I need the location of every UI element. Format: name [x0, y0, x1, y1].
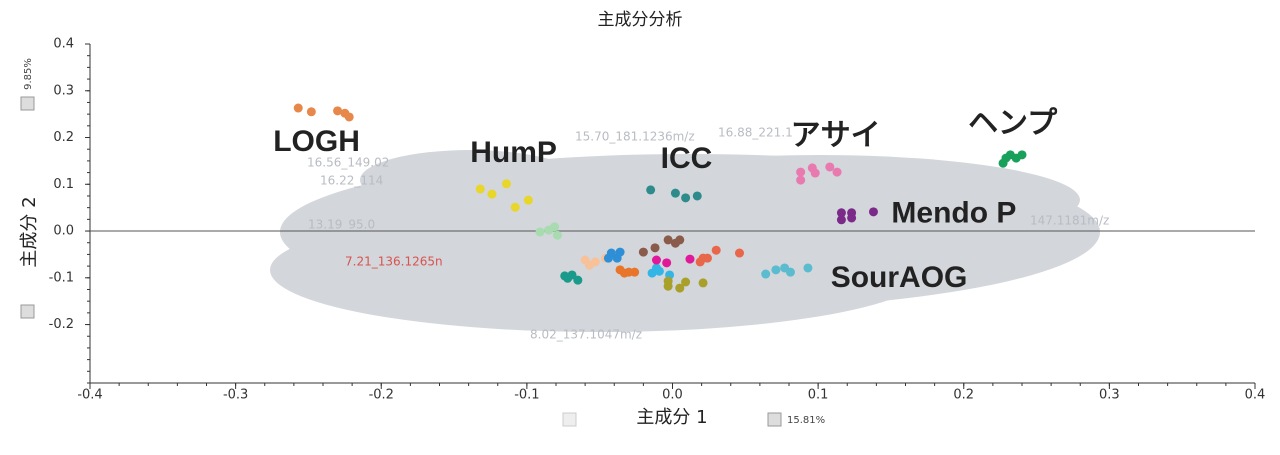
- group-label: ヘンプ: [968, 107, 1058, 140]
- y-tick-label: -0.1: [49, 270, 74, 285]
- point: [825, 162, 835, 172]
- point: [681, 277, 691, 287]
- point: [552, 230, 562, 240]
- group-label: LOGH: [273, 125, 360, 158]
- x-tick-label: -0.4: [77, 388, 102, 403]
- group-label: ICC: [661, 142, 713, 175]
- loading-cloud: [270, 150, 1100, 332]
- point: [1001, 153, 1011, 163]
- y-tick-label: 0.1: [53, 177, 74, 192]
- point: [333, 106, 343, 116]
- x-variance: 15.81%: [787, 415, 825, 426]
- point: [681, 193, 691, 203]
- point: [810, 168, 820, 178]
- point: [1017, 150, 1027, 160]
- loading-label: 147.1181m/z: [1030, 214, 1109, 228]
- point: [670, 188, 680, 198]
- point: [510, 202, 520, 212]
- point: [734, 248, 744, 258]
- point: [306, 107, 316, 117]
- point: [646, 185, 656, 195]
- x-tick-label: -0.3: [223, 388, 248, 403]
- scroll-button[interactable]: [767, 412, 782, 427]
- point: [675, 235, 685, 245]
- point: [785, 267, 795, 277]
- point: [847, 213, 857, 223]
- point: [836, 215, 846, 225]
- point: [630, 267, 640, 277]
- x-tick-label: -0.2: [369, 388, 394, 403]
- loading-label: 16.22_114: [320, 174, 383, 188]
- y-tick-label: 0.4: [53, 37, 74, 52]
- point: [836, 208, 846, 218]
- cloud: [560, 155, 1080, 245]
- point: [544, 225, 554, 235]
- y-tick-label: 0.0: [53, 224, 74, 239]
- point: [475, 184, 485, 194]
- point: [563, 273, 573, 283]
- point: [573, 275, 583, 285]
- point: [796, 175, 806, 185]
- point: [293, 103, 303, 113]
- point: [651, 263, 661, 273]
- point: [584, 260, 594, 270]
- loading-label: 16.56_149.02: [307, 156, 389, 170]
- loading-label: 7.21_136.1265n: [345, 255, 443, 269]
- point: [868, 207, 878, 217]
- point: [663, 276, 673, 286]
- scroll-button[interactable]: [20, 304, 35, 319]
- point: [535, 227, 545, 237]
- point: [698, 253, 708, 263]
- x-tick-label: -0.1: [514, 388, 539, 403]
- point: [619, 268, 629, 278]
- scroll-button[interactable]: [20, 96, 35, 111]
- group-label: HumP: [470, 136, 557, 169]
- cloud: [360, 150, 580, 210]
- group-label: Mendo P: [891, 197, 1016, 230]
- group-label: SourAOG: [831, 261, 968, 294]
- point: [638, 247, 648, 257]
- point: [651, 255, 661, 265]
- loading-label: 8.02_137.1047m/z: [530, 328, 642, 342]
- point: [761, 269, 771, 279]
- y-variance: 9.85%: [23, 58, 34, 90]
- x-tick-label: 0.3: [1099, 388, 1120, 403]
- x-tick-label: 0.1: [808, 388, 829, 403]
- point: [603, 253, 613, 263]
- scroll-button[interactable]: [562, 412, 577, 427]
- group-label: アサイ: [791, 119, 881, 152]
- y-tick-label: -0.2: [49, 317, 74, 332]
- point: [796, 167, 806, 177]
- y-axis-label: 主成分 2: [19, 196, 40, 267]
- point: [487, 189, 497, 199]
- point: [501, 179, 511, 189]
- point: [685, 254, 695, 264]
- point: [612, 253, 622, 263]
- point: [698, 278, 708, 288]
- point: [663, 235, 673, 245]
- point: [832, 167, 842, 177]
- point: [344, 112, 354, 122]
- y-tick-label: 0.3: [53, 83, 74, 98]
- point: [650, 243, 660, 253]
- point: [692, 191, 702, 201]
- chart-title: 主成分分析: [598, 10, 683, 30]
- point: [523, 195, 533, 205]
- point: [675, 283, 685, 293]
- point: [662, 258, 672, 268]
- x-tick-label: 0.4: [1245, 388, 1266, 403]
- x-tick-label: 0.0: [662, 388, 683, 403]
- x-axis-label: 主成分 1: [636, 407, 707, 428]
- point: [711, 245, 721, 255]
- point: [803, 263, 813, 273]
- x-tick-label: 0.2: [953, 388, 974, 403]
- loading-label: 16.88_221.1: [718, 126, 793, 140]
- loading-label: 13.19_95.0: [308, 218, 375, 232]
- loading-label: 15.70_181.1236m/z: [575, 130, 695, 144]
- point: [771, 265, 781, 275]
- y-tick-label: 0.2: [53, 130, 74, 145]
